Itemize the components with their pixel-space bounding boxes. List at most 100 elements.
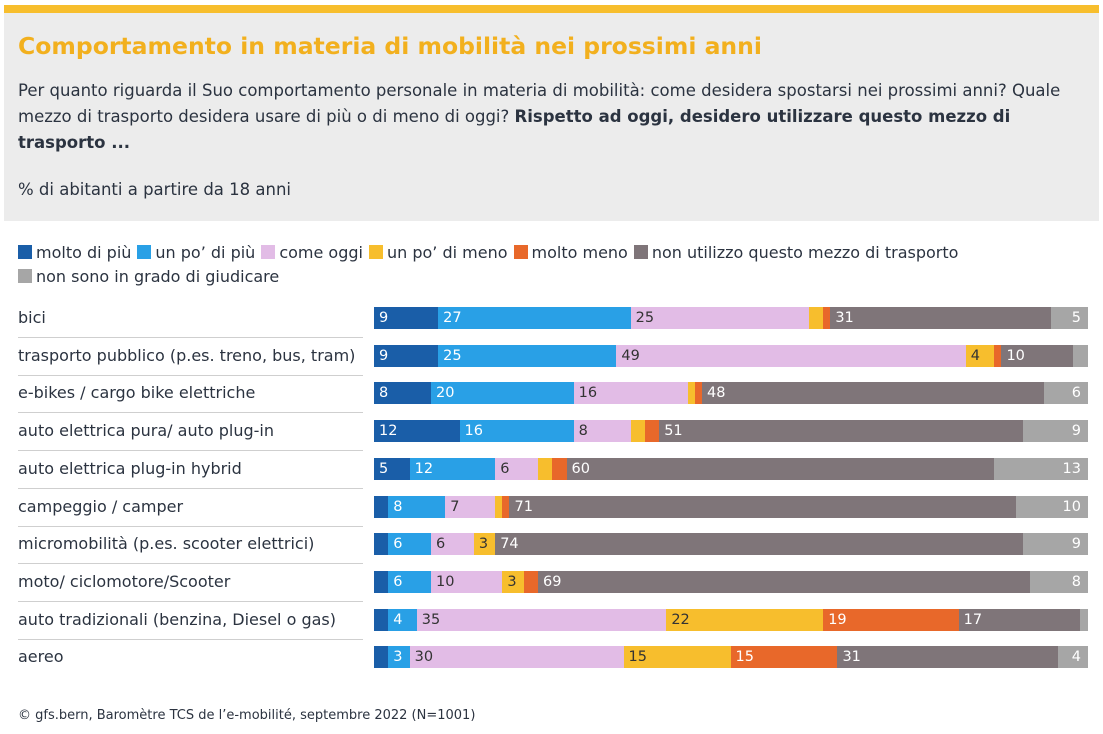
bar-segment bbox=[1051, 307, 1088, 329]
bar-segment bbox=[1044, 382, 1088, 404]
bar-segment bbox=[573, 382, 689, 404]
data-label: 30 bbox=[414, 649, 434, 665]
bar-segment bbox=[374, 609, 389, 631]
survey-question: Per quanto riguarda il Suo comportamento… bbox=[18, 78, 1090, 156]
legend-label: non utilizzo questo mezzo di trasporto bbox=[651, 243, 959, 262]
bar-segment bbox=[965, 345, 995, 367]
data-label: 9 bbox=[1071, 536, 1081, 552]
row-separator bbox=[18, 450, 363, 451]
bar-segment bbox=[431, 533, 475, 555]
bar-segment bbox=[1015, 496, 1088, 518]
data-label: 8 bbox=[578, 423, 588, 439]
header-panel: Comportamento in materia di mobilità nei… bbox=[4, 13, 1099, 221]
bar-segment bbox=[623, 646, 732, 668]
data-label: 35 bbox=[421, 612, 441, 628]
legend-item: come oggi bbox=[261, 241, 363, 265]
category-label: auto elettrica pura/ auto plug-in bbox=[18, 421, 274, 440]
data-label: 74 bbox=[500, 536, 519, 552]
bar-segment bbox=[616, 345, 967, 367]
legend-item: un po’ di meno bbox=[368, 241, 508, 265]
bar-segment bbox=[495, 533, 1024, 555]
bar-segment bbox=[388, 571, 432, 593]
data-label: 17 bbox=[963, 612, 983, 628]
legend-item: molto di più bbox=[18, 241, 131, 265]
legend-swatch bbox=[633, 245, 648, 259]
data-label: 6 bbox=[436, 536, 446, 552]
bar-segment bbox=[388, 533, 432, 555]
bar-segment bbox=[523, 571, 539, 593]
bar-segment bbox=[537, 571, 1031, 593]
bar-segment bbox=[630, 307, 810, 329]
data-label: 13 bbox=[1062, 461, 1081, 477]
data-label: 6 bbox=[393, 574, 403, 590]
data-label: 4 bbox=[970, 348, 981, 364]
bar-segment bbox=[830, 307, 1052, 329]
data-label: 6 bbox=[500, 461, 510, 477]
bar-segment bbox=[837, 646, 1060, 668]
row-separator bbox=[18, 563, 363, 564]
bar-segment bbox=[388, 609, 418, 631]
data-label: 4 bbox=[393, 612, 403, 628]
bar-segment bbox=[495, 458, 539, 480]
row-separator bbox=[18, 412, 363, 413]
data-label: 31 bbox=[842, 649, 861, 665]
row-separator bbox=[18, 526, 363, 527]
data-label: 69 bbox=[542, 574, 562, 590]
data-label: 31 bbox=[835, 310, 854, 326]
row-separator bbox=[18, 488, 363, 489]
base-description: % di abitanti a partire da 18 anni bbox=[18, 180, 292, 199]
category-label: moto/ ciclomotore/Scooter bbox=[18, 572, 231, 591]
data-label: 10 bbox=[1006, 348, 1025, 364]
bar-segment bbox=[459, 420, 575, 442]
bar-segment bbox=[1058, 646, 1088, 668]
data-label: 9 bbox=[1071, 423, 1081, 439]
bar-segment bbox=[994, 345, 1003, 367]
data-label: 10 bbox=[1062, 499, 1081, 515]
data-label: 15 bbox=[628, 649, 647, 665]
bar-segment bbox=[808, 307, 824, 329]
bar-segment bbox=[438, 345, 617, 367]
data-label: 7 bbox=[450, 499, 460, 515]
bar-segment bbox=[502, 496, 511, 518]
data-label: 25 bbox=[635, 310, 655, 326]
legend-swatch bbox=[513, 245, 528, 259]
data-label: 51 bbox=[664, 423, 683, 439]
data-label: 16 bbox=[464, 423, 483, 439]
bar-segment bbox=[374, 345, 439, 367]
data-label: 9 bbox=[379, 310, 389, 326]
question-line-1: Per quanto riguarda il Suo comportamento… bbox=[18, 81, 1007, 100]
legend-item: molto meno bbox=[513, 241, 628, 265]
data-label: 71 bbox=[514, 499, 533, 515]
legend-swatch bbox=[18, 245, 32, 259]
data-label: 48 bbox=[706, 385, 726, 401]
bar-segment bbox=[473, 533, 496, 555]
bar-segment bbox=[1022, 533, 1088, 555]
bar-segment bbox=[374, 420, 461, 442]
legend-label: come oggi bbox=[279, 243, 363, 262]
row-separator bbox=[18, 639, 363, 640]
bar-segment bbox=[1072, 345, 1088, 367]
bar-segment bbox=[374, 496, 389, 518]
bar-segment bbox=[552, 458, 568, 480]
row-separator bbox=[18, 601, 363, 602]
bar-segment bbox=[502, 571, 525, 593]
data-label: 9 bbox=[379, 348, 389, 364]
bar-segment bbox=[374, 533, 389, 555]
bar-segment bbox=[666, 609, 824, 631]
data-label: 12 bbox=[414, 461, 434, 477]
data-label: 3 bbox=[478, 536, 489, 552]
data-label: 4 bbox=[1071, 649, 1081, 665]
legend-swatch bbox=[261, 245, 276, 259]
category-label: auto tradizionali (benzina, Diesel o gas… bbox=[18, 610, 336, 629]
data-label: 25 bbox=[443, 348, 462, 364]
data-label: 6 bbox=[393, 536, 403, 552]
bar-segment bbox=[509, 496, 1017, 518]
bar-segment bbox=[644, 420, 660, 442]
bar-segment bbox=[701, 382, 1045, 404]
bar-segment bbox=[431, 571, 503, 593]
bar-segment bbox=[958, 609, 1081, 631]
legend-label: molto di più bbox=[36, 243, 132, 262]
bar-segment bbox=[630, 420, 646, 442]
bar-segment bbox=[1001, 345, 1074, 367]
data-label: 5 bbox=[1071, 310, 1081, 326]
